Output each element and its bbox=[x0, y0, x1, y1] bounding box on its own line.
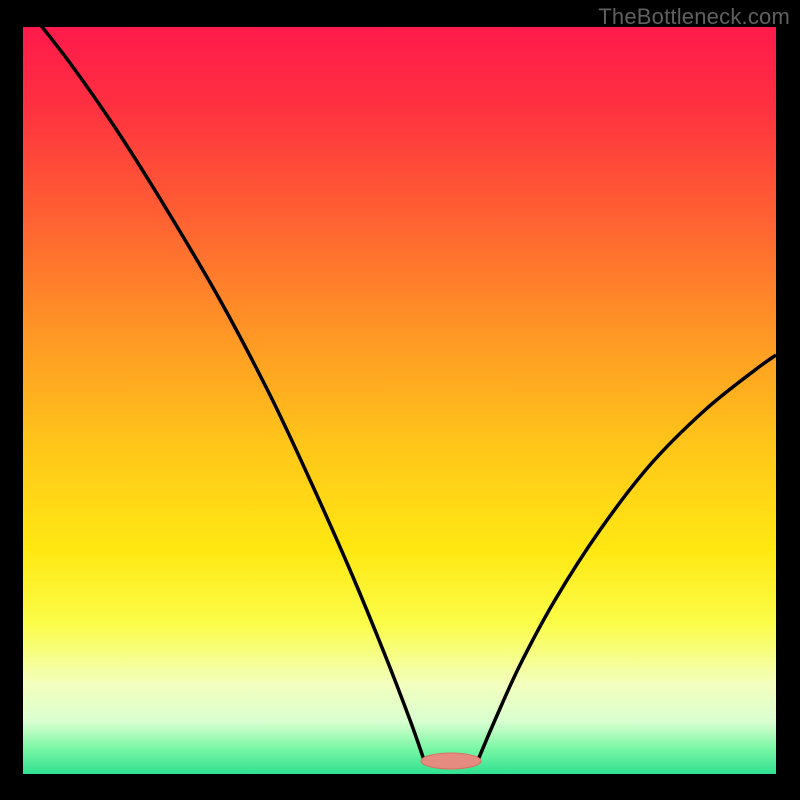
plot-background bbox=[23, 27, 776, 774]
bottleneck-chart bbox=[0, 0, 800, 800]
valley-marker bbox=[421, 753, 481, 769]
watermark-text: TheBottleneck.com bbox=[598, 4, 790, 30]
chart-frame: TheBottleneck.com bbox=[0, 0, 800, 800]
